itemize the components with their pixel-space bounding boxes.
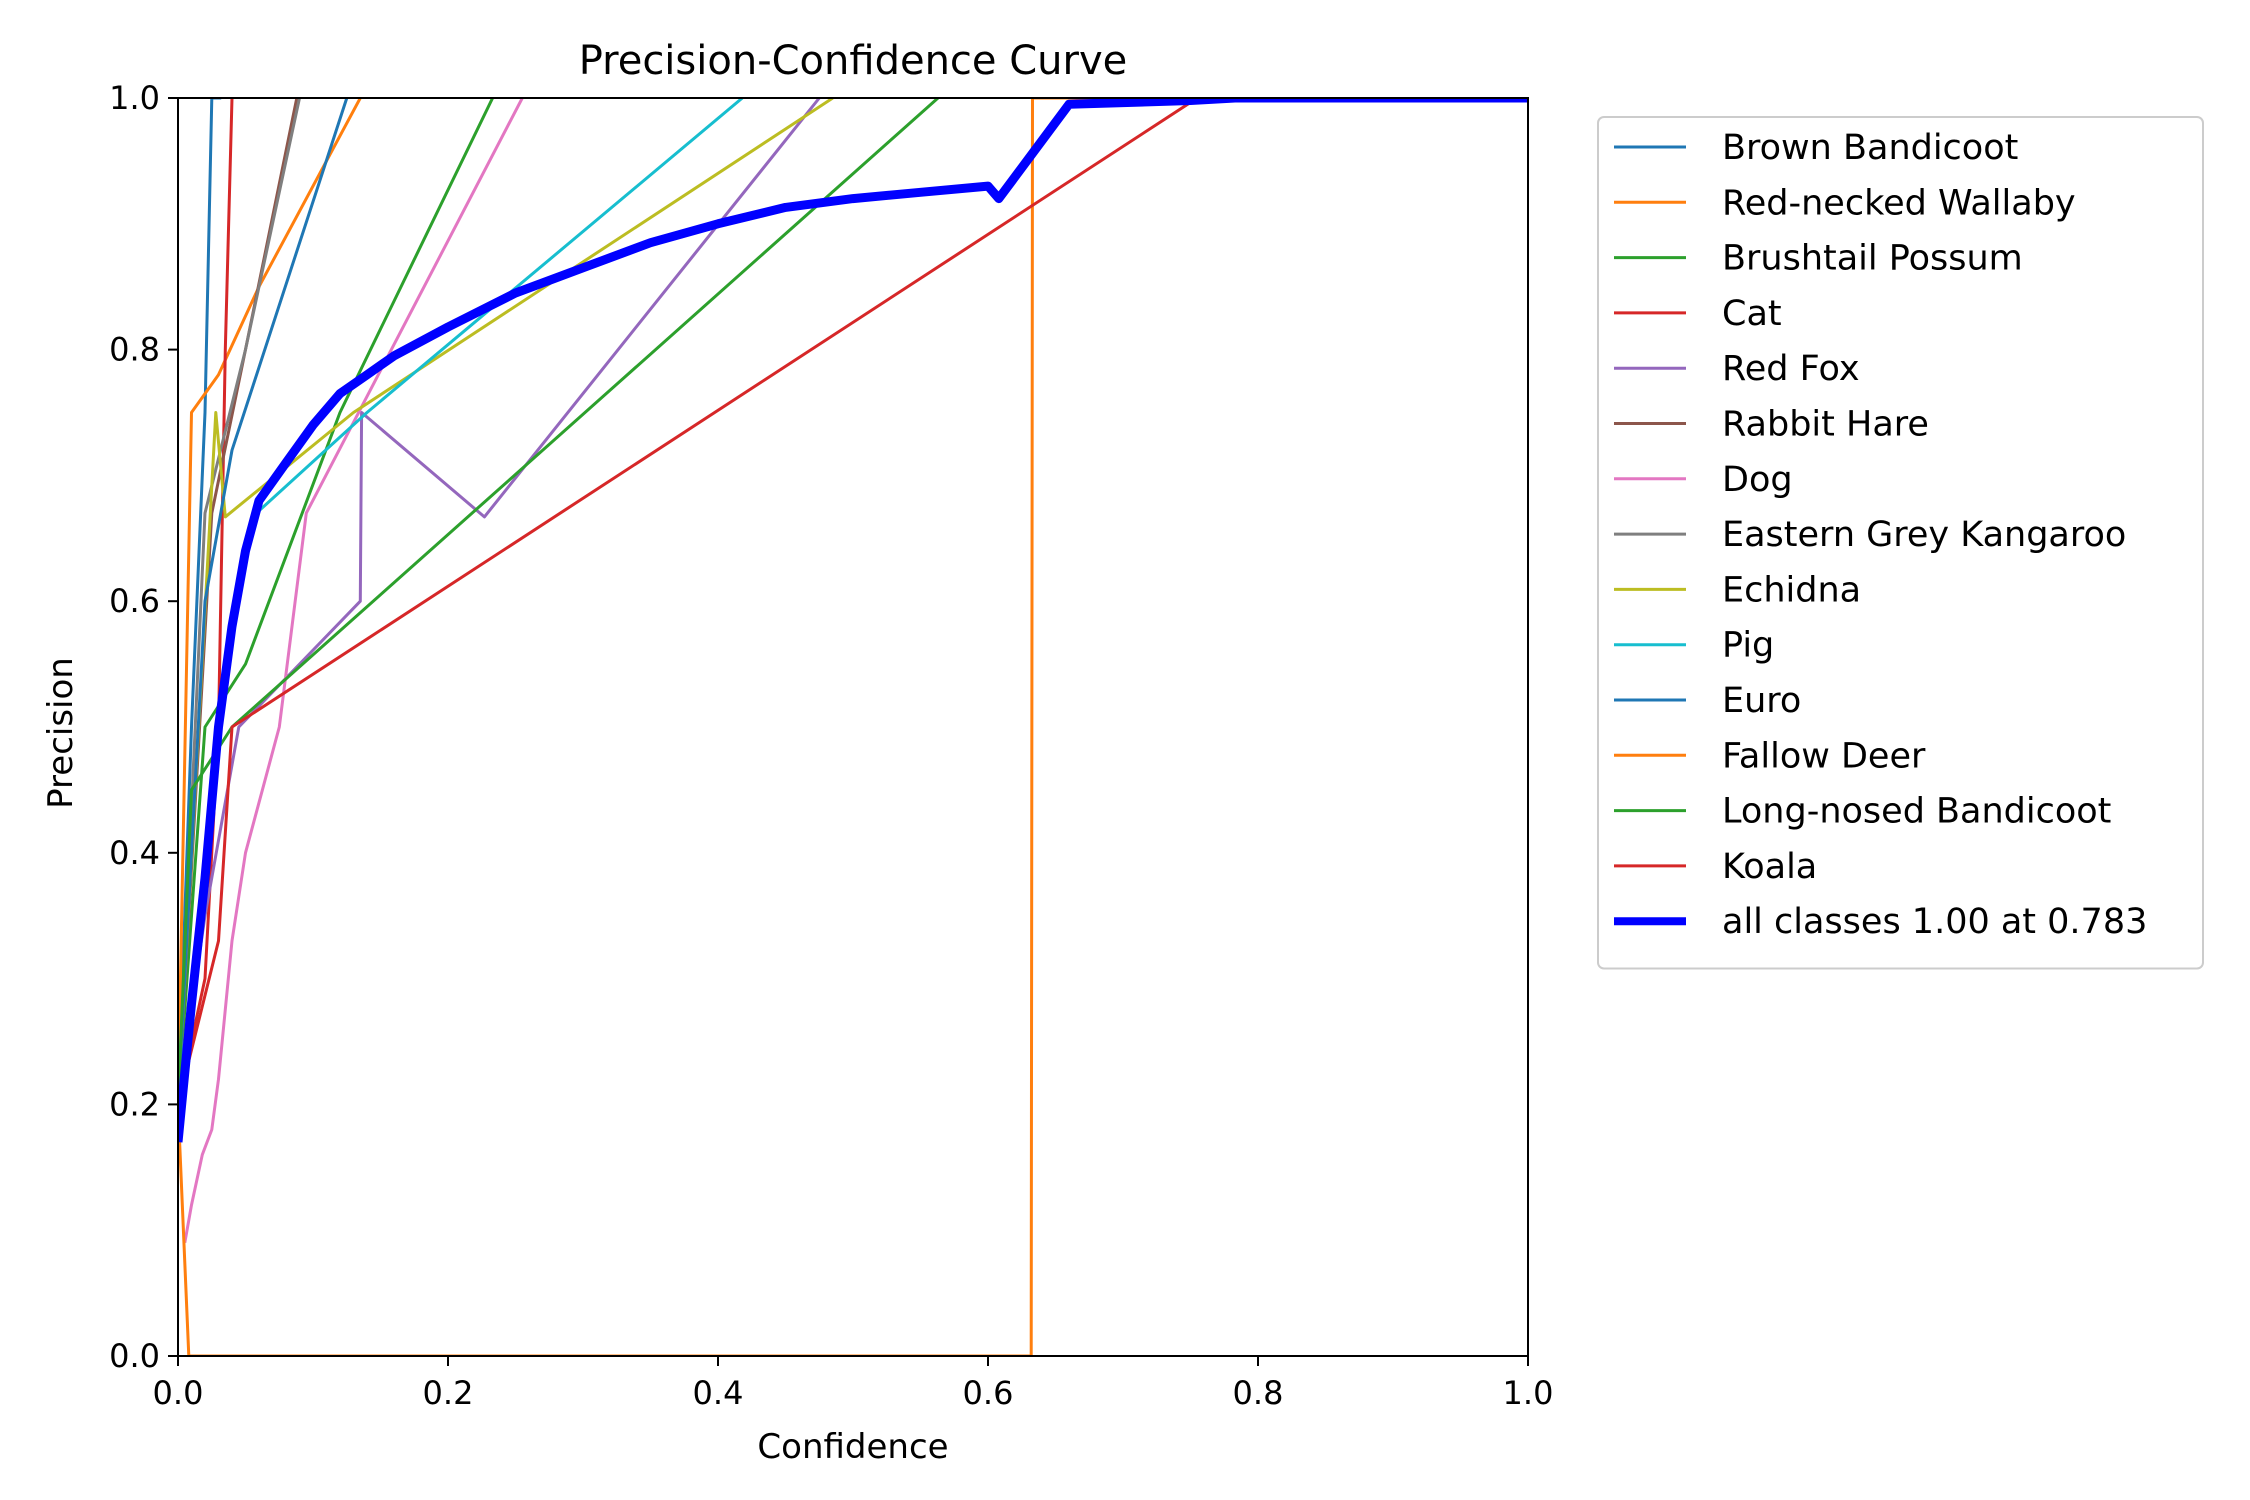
x-axis-label: Confidence	[757, 1427, 948, 1467]
legend-label: Echidna	[1722, 570, 1861, 610]
series-line-3	[178, 98, 494, 1105]
legend-label: Fallow Deer	[1722, 736, 1926, 776]
legend-label: Rabbit Hare	[1722, 405, 1929, 445]
x-tick-label: 0.6	[963, 1374, 1014, 1412]
legend-label: Brown Bandicoot	[1722, 128, 2018, 168]
x-tick-label: 0.2	[423, 1374, 474, 1412]
legend-label: Dog	[1722, 460, 1793, 500]
y-axis-label: Precision	[41, 657, 81, 809]
series-line-2	[178, 98, 362, 1105]
plot-area	[178, 98, 1528, 1356]
series-line-1	[178, 98, 222, 1105]
plot-frame	[177, 97, 1529, 1357]
legend-label: Red Fox	[1722, 349, 1860, 389]
legend-label: Eastern Grey Kangaroo	[1722, 515, 2126, 555]
y-tick-label: 1.0	[109, 79, 160, 117]
legend-label: all classes 1.00 at 0.783	[1722, 902, 2147, 942]
y-tick-label: 0.8	[109, 331, 160, 369]
legend-label: Brushtail Possum	[1722, 239, 2023, 279]
axis-ticks: 0.0 0.2 0.4 0.6 0.8 1.0 0.0 0.2 0.4 0.6 0.8 1.0	[109, 79, 1553, 1412]
y-tick-label: 0.2	[109, 1085, 160, 1123]
legend-label: Koala	[1722, 847, 1817, 887]
legend: Brown Bandicoot Red-necked Wallaby Brushta…	[1597, 116, 2204, 970]
legend-label: Pig	[1722, 626, 1774, 666]
x-tick-label: 1.0	[1503, 1374, 1554, 1412]
legend-label: Cat	[1722, 294, 1782, 334]
series-line-7	[183, 98, 524, 1244]
x-tick-label: 0.4	[693, 1374, 744, 1412]
chart-title: Precision-Confidence Curve	[579, 38, 1128, 84]
legend-label: Red-necked Wallaby	[1722, 183, 2076, 223]
series-line-11	[178, 98, 349, 1105]
y-tick-label: 0.4	[109, 834, 160, 872]
series-line-15	[178, 98, 1528, 1143]
series-line-14	[178, 98, 1528, 1105]
legend-box	[1597, 116, 2204, 970]
y-tick-label: 0.0	[109, 1337, 160, 1375]
x-tick-label: 0.0	[153, 1374, 204, 1412]
x-tick-label: 0.8	[1233, 1374, 1284, 1412]
legend-label: Long-nosed Bandicoot	[1722, 792, 2111, 832]
y-tick-label: 0.6	[109, 582, 160, 620]
legend-label: Euro	[1722, 681, 1801, 721]
